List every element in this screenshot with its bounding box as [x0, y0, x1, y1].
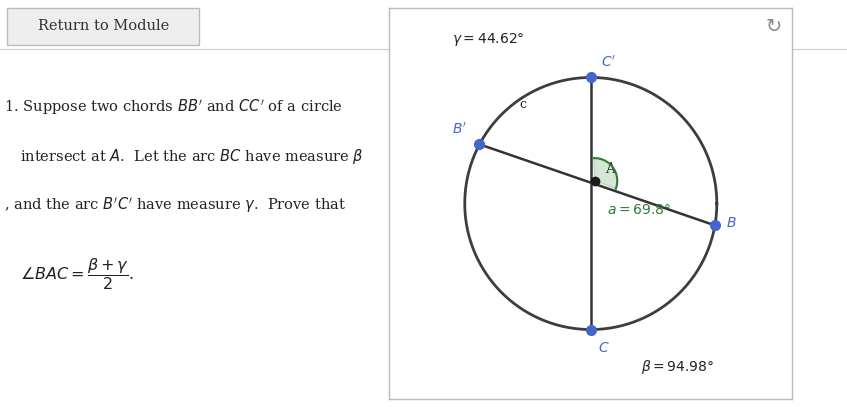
Text: $B'$: $B'$: [452, 122, 467, 137]
Text: $C$: $C$: [598, 341, 610, 355]
Text: c: c: [519, 98, 526, 111]
Text: $\gamma = 44.62°$: $\gamma = 44.62°$: [452, 31, 525, 48]
Text: 1. Suppose two chords $BB'$ and $CC'$ of a circle: 1. Suppose two chords $BB'$ and $CC'$ of…: [3, 98, 342, 117]
Text: ↻: ↻: [766, 17, 783, 36]
Polygon shape: [594, 158, 617, 189]
Text: , and the arc $B'C'$ have measure $\gamma$.  Prove that: , and the arc $B'C'$ have measure $\gamm…: [3, 195, 346, 215]
Text: A: A: [605, 162, 615, 176]
Text: Return to Module: Return to Module: [37, 20, 169, 33]
Text: $a = 69.8°$: $a = 69.8°$: [607, 204, 671, 217]
Text: $\beta = 94.98°$: $\beta = 94.98°$: [641, 358, 715, 376]
Text: $\angle BAC = \dfrac{\beta+\gamma}{2}$.: $\angle BAC = \dfrac{\beta+\gamma}{2}$.: [20, 256, 135, 292]
Text: intersect at $A$.  Let the arc $BC$ have measure $\beta$: intersect at $A$. Let the arc $BC$ have …: [20, 147, 364, 166]
Text: $B$: $B$: [726, 216, 737, 230]
Text: $C'$: $C'$: [601, 55, 616, 70]
FancyBboxPatch shape: [8, 8, 199, 45]
